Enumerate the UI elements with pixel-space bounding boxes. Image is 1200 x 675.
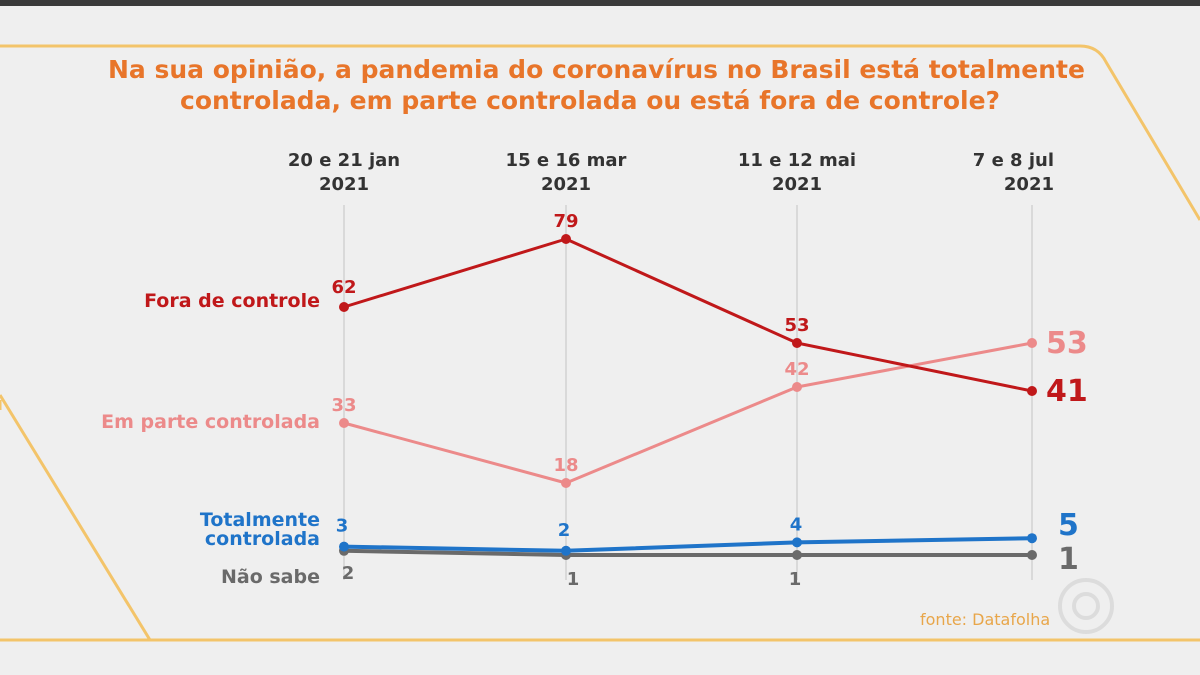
series-name-total-1: controlada [205, 528, 320, 550]
series-line-parte [343, 341, 1033, 485]
frame-accent [0, 394, 152, 641]
source-label: fonte: Datafolha [920, 610, 1050, 629]
grid-layer [343, 205, 1033, 580]
date-label-3: 7 e 8 jul [973, 150, 1054, 171]
value-label-fora-3: 41 [1046, 374, 1088, 409]
value-label-naosabe-0: 2 [342, 563, 355, 584]
tv-logo-watermark [1058, 578, 1114, 634]
series-line-naosabe [343, 548, 1032, 557]
data-point-parte-1 [561, 478, 571, 488]
date-label-0: 20 e 21 jan [288, 150, 400, 171]
value-labels: 62 79 53 41 33 18 42 53 3 2 4 5 2 1 1 1 [331, 211, 1087, 590]
date-label-2: 11 e 12 mai [738, 150, 856, 171]
top-edge [0, 0, 1200, 6]
date-year-2: 2021 [772, 174, 822, 195]
value-label-parte-1: 18 [553, 455, 578, 476]
data-point-fora-3 [1027, 386, 1037, 396]
date-year-1: 2021 [541, 174, 591, 195]
series-name-parte: Em parte controlada [101, 411, 320, 433]
data-point-fora-2 [792, 338, 802, 348]
data-point-naosabe-3 [1027, 550, 1037, 560]
data-point-fora-0 [339, 302, 349, 312]
data-point-total-0 [339, 541, 349, 552]
value-label-parte-2: 42 [784, 359, 809, 380]
data-point-parte-2 [792, 382, 802, 392]
value-label-naosabe-3: 1 [1058, 542, 1079, 577]
date-year-0: 2021 [319, 174, 369, 195]
data-point-total-2 [792, 537, 802, 548]
frame-border [0, 44, 1200, 642]
series-line-total [343, 536, 1033, 553]
value-label-total-0: 3 [336, 516, 349, 537]
value-label-total-1: 2 [558, 520, 571, 541]
data-point-fora-1 [561, 234, 571, 244]
value-label-fora-0: 62 [331, 277, 356, 298]
data-point-parte-0 [339, 418, 349, 428]
value-label-total-2: 4 [790, 514, 803, 535]
data-point-parte-3 [1027, 338, 1037, 348]
value-label-parte-0: 33 [331, 395, 356, 416]
value-label-total-3: 5 [1058, 508, 1079, 543]
date-year-3: 2021 [1004, 174, 1054, 195]
series-names: Fora de controle Em parte controlada Total… [101, 290, 320, 588]
date-labels: 20 e 21 jan 2021 15 e 16 mar 2021 11 e 12 ma… [288, 150, 1054, 195]
series-name-fora: Fora de controle [144, 290, 320, 312]
chart-title-line-1: Na sua opinião, a pandemia do coronavíru… [108, 55, 1085, 84]
series-name-naosabe: Não sabe [221, 566, 320, 588]
series-line-fora [343, 237, 1033, 393]
data-point-total-3 [1027, 533, 1037, 544]
value-label-fora-1: 79 [553, 211, 578, 232]
value-label-parte-3: 53 [1046, 326, 1088, 361]
series-layer [339, 234, 1037, 560]
date-label-1: 15 e 16 mar [506, 150, 627, 171]
value-label-naosabe-1: 1 [567, 569, 580, 590]
value-label-naosabe-2: 1 [789, 569, 802, 590]
series-name-total-0: Totalmente [200, 509, 320, 531]
chart-title-line-2: controlada, em parte controlada ou está … [180, 86, 1000, 115]
data-point-total-1 [561, 545, 571, 556]
value-label-fora-2: 53 [784, 315, 809, 336]
data-point-naosabe-2 [792, 550, 802, 560]
